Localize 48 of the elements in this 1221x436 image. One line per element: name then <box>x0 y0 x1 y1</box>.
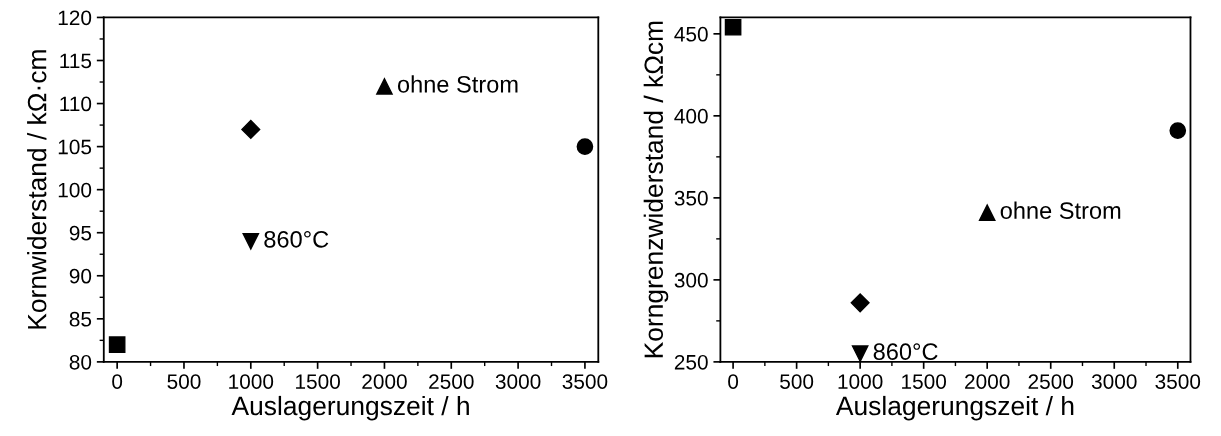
series-label: 860°C <box>264 230 329 248</box>
x-tick-label: 1000 <box>838 374 883 389</box>
x-tick-label: 3000 <box>1091 374 1137 389</box>
x-tick-label: 0 <box>112 374 123 389</box>
x-tick-label: 2500 <box>429 374 474 389</box>
y-tick-label: 300 <box>674 272 708 288</box>
point <box>978 204 996 221</box>
series-label: ohne Strom <box>1000 201 1121 219</box>
y-tick-label: 400 <box>674 108 708 124</box>
point <box>241 119 261 139</box>
y-tick-label: 350 <box>674 190 708 206</box>
x-tick-label: 2500 <box>1028 374 1074 389</box>
x-axis-title: Auslagerungszeit / h <box>231 395 469 421</box>
x-tick-label: 1000 <box>229 374 274 389</box>
point <box>242 232 260 250</box>
x-tick-label: 3500 <box>562 374 608 389</box>
x-tick-label: 1500 <box>296 374 340 389</box>
x-tick-label: 500 <box>167 374 201 389</box>
x-tick-label: 1500 <box>902 374 947 389</box>
y-tick-label: 115 <box>60 53 92 69</box>
y-tick-label: 110 <box>60 96 92 112</box>
point <box>376 77 393 95</box>
y-tick-label: 80 <box>69 354 92 370</box>
point <box>724 18 742 36</box>
y-axis-title: Korngrenzwiderstand / kΩcm <box>643 21 669 358</box>
point <box>576 138 594 155</box>
series-label: ohne Strom <box>397 75 518 93</box>
x-tick-label: 3000 <box>495 374 541 389</box>
point <box>851 345 869 363</box>
x-tick-label: 2000 <box>362 374 407 389</box>
point <box>108 336 126 353</box>
series-label: 860°C <box>873 343 938 361</box>
point <box>850 293 870 313</box>
y-tick-label: 250 <box>674 354 708 370</box>
y-tick-label: 100 <box>58 182 92 198</box>
y-tick-label: 85 <box>69 311 92 327</box>
x-axis-title: Auslagerungszeit / h <box>835 395 1074 421</box>
x-tick-label: 3500 <box>1155 374 1201 389</box>
x-tick-label: 0 <box>728 374 739 389</box>
x-tick-label: 2000 <box>965 374 1010 389</box>
y-tick-label: 95 <box>69 225 92 241</box>
x-tick-label: 500 <box>780 374 814 389</box>
y-tick-label: 450 <box>674 26 708 42</box>
point <box>1169 122 1187 139</box>
y-tick-label: 90 <box>69 268 92 284</box>
y-tick-label: 120 <box>58 10 92 26</box>
y-axis-title: Kornwiderstand / kΩ·cm <box>27 50 47 329</box>
y-tick-label: 105 <box>58 139 92 155</box>
